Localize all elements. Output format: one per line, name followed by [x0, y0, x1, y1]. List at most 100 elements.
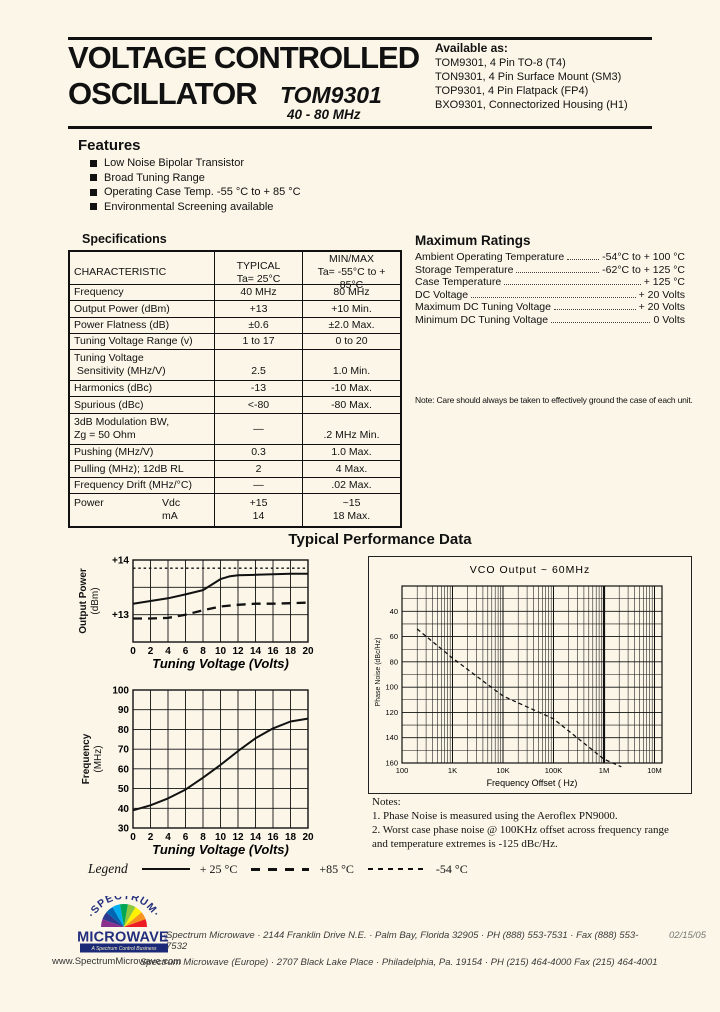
- maximum-ratings-list: Ambient Operating Temperature -54°C to + …: [415, 251, 685, 327]
- rating-label: Minimum DC Tuning Voltage: [415, 313, 549, 326]
- specifications-heading: Specifications: [82, 232, 167, 246]
- x-tick-label: 18: [285, 832, 297, 843]
- spec-row: Spurious (dBc) <-80 -80 Max.: [70, 396, 400, 413]
- typical-cell: +15 14: [215, 494, 303, 526]
- x-tick-label: 18: [285, 646, 297, 657]
- typical-cell: <-80: [215, 397, 303, 413]
- notes-line: and temperature extremes is -125 dBc/Hz.: [372, 838, 558, 850]
- notes-line: Notes:: [372, 796, 401, 808]
- typical-cell: 0.3: [215, 445, 303, 460]
- square-bullet-icon: [90, 188, 97, 196]
- rainbow-wedge: [102, 912, 124, 927]
- characteristic-cell: Tuning Voltage Sensitivity (MHz/V): [70, 350, 215, 380]
- x-tick-label: 6: [183, 832, 189, 843]
- x-tick-label: 12: [232, 832, 244, 843]
- cell-line: Power Vdc: [74, 497, 181, 509]
- address-line-2: Spectrum Microwave (Europe) · 2707 Black…: [140, 957, 658, 968]
- rating-row: Ambient Operating Temperature -54°C to + …: [415, 251, 685, 264]
- grounding-note: Note: Care should always be taken to eff…: [415, 395, 693, 405]
- spec-row: Tuning Voltage Sensitivity (MHz/V) 2.5 1.0…: [70, 349, 400, 380]
- x-axis-title: Tuning Voltage (Volts): [152, 842, 289, 857]
- dotted-leader: [567, 259, 600, 260]
- rainbow-wedge: [124, 919, 147, 927]
- cell-line: 0.3: [251, 446, 266, 458]
- spec-row: Pushing (MHz/V) 0.3 1.0 Max.: [70, 444, 400, 460]
- characteristic-cell: Spurious (dBc): [70, 397, 215, 413]
- page-title-line1: VOLTAGE CONTROLLED: [68, 40, 420, 75]
- cell-line: 14: [252, 510, 265, 522]
- minmax-cell: ±2.0 Max.: [303, 318, 400, 333]
- cell-line: Output Power (dBm): [74, 302, 170, 315]
- characteristic-cell: Output Power (dBm): [70, 301, 215, 317]
- spec-row: Power Flatness (dB) ±0.6 ±2.0 Max.: [70, 317, 400, 333]
- maximum-ratings-heading: Maximum Ratings: [415, 233, 531, 248]
- rainbow-fan-icon: [101, 903, 147, 927]
- minmax-cell: .02 Max.: [303, 478, 400, 493]
- spec-row: 3dB Modulation BW, Zg = 50 Ohm — .2 MHz Min…: [70, 413, 400, 444]
- rainbow-wedge: [124, 904, 136, 927]
- spec-row: Pulling (MHz); 12dB RL 2 4 Max.: [70, 460, 400, 477]
- cell-line: 2.5: [251, 365, 266, 377]
- rating-value: + 20 Volts: [638, 301, 685, 314]
- x-tick-label: 0: [130, 832, 136, 843]
- minmax-cell: 4 Max.: [303, 461, 400, 477]
- cell-line: ±2.0 Max.: [328, 319, 375, 331]
- cell-line: Spurious (dBc): [74, 398, 144, 411]
- rating-row: Case Temperature + 125 °C: [415, 276, 685, 289]
- y-tick-label: +14: [112, 556, 129, 567]
- minmax-cell: ~15 18 Max.: [303, 494, 400, 526]
- series-+ 25 °C: [132, 717, 309, 812]
- revision-date: 02/15/05: [669, 930, 706, 941]
- cell-line: 0 to 20: [335, 335, 368, 347]
- y-tick-label: 80: [390, 657, 398, 666]
- cell-line: MIN/MAX: [329, 253, 374, 265]
- typical-cell: —: [215, 478, 303, 493]
- cell-line: +15: [249, 497, 268, 509]
- square-bullet-icon: [90, 159, 97, 167]
- cell-line: 2: [255, 462, 262, 475]
- spec-row: Harmonics (dBc) -13 -10 Max.: [70, 380, 400, 396]
- x-tick-label: 12: [232, 646, 244, 657]
- dotted-leader: [553, 309, 636, 311]
- frequency-range: 40 - 80 MHz: [287, 107, 361, 122]
- logo-banner: [80, 943, 168, 953]
- rainbow-wedge: [112, 904, 124, 927]
- legend-entry-label: +85 °C: [319, 861, 354, 876]
- spec-row: Power Vdc mA +15 14 ~15 18 Max.: [70, 493, 400, 526]
- cell-line: ~15: [342, 497, 361, 509]
- minmax-cell: -10 Max.: [303, 381, 400, 396]
- cell-line: Harmonics (dBc): [74, 382, 153, 394]
- rainbow-wedge: [106, 907, 124, 927]
- x-tick-label: 0: [130, 646, 136, 657]
- available-variant: TOP9301, 4 Pin Flatpack (FP4): [435, 85, 589, 97]
- rating-label: Case Temperature: [415, 276, 502, 289]
- x-axis-title: Frequency Offset ( Hz): [487, 778, 578, 788]
- y-tick-label: 100: [385, 683, 398, 692]
- logo-banner-text: A Spectrum Control Business: [90, 946, 157, 952]
- cell-line: 1 to 17: [242, 335, 275, 347]
- dotted-leader: [471, 296, 636, 298]
- x-tick-label: 4: [165, 646, 171, 657]
- cell-line: 1.0 Max.: [331, 446, 372, 458]
- x-tick-label: 1K: [448, 766, 457, 775]
- features-list: Low Noise Bipolar Transistor Broad Tunin…: [90, 156, 301, 214]
- legend-label: Legend: [88, 861, 128, 876]
- typical-cell: —: [215, 414, 303, 444]
- y-tick-label: 40: [118, 804, 130, 815]
- chart-legend: Legend + 25 °C +85 °C -54 °C: [88, 861, 482, 877]
- header-bottom-rule: [68, 126, 652, 129]
- characteristic-cell: CHARACTERISTIC: [70, 252, 215, 293]
- address-line-1: Spectrum Microwave · 2144 Franklin Drive…: [166, 930, 706, 952]
- cell-line: Tuning Voltage Range (v): [74, 335, 193, 347]
- x-tick-label: 14: [250, 646, 262, 657]
- typical-cell: ±0.6: [215, 318, 303, 333]
- logo-name-text: MICROWAVE: [78, 930, 169, 946]
- rating-label: DC Voltage: [415, 288, 469, 301]
- legend-entry-label: + 25 °C: [199, 861, 238, 876]
- chart-title: VCO Output ~ 60MHz: [470, 564, 590, 576]
- cell-line: Zg = 50 Ohm: [74, 429, 136, 441]
- rating-value: -62°C to + 125 °C: [602, 263, 685, 276]
- spec-row: Output Power (dBm) +13 +10 Min.: [70, 300, 400, 317]
- rating-value: + 20 Volts: [638, 288, 685, 301]
- cell-line: ±0.6: [248, 319, 269, 331]
